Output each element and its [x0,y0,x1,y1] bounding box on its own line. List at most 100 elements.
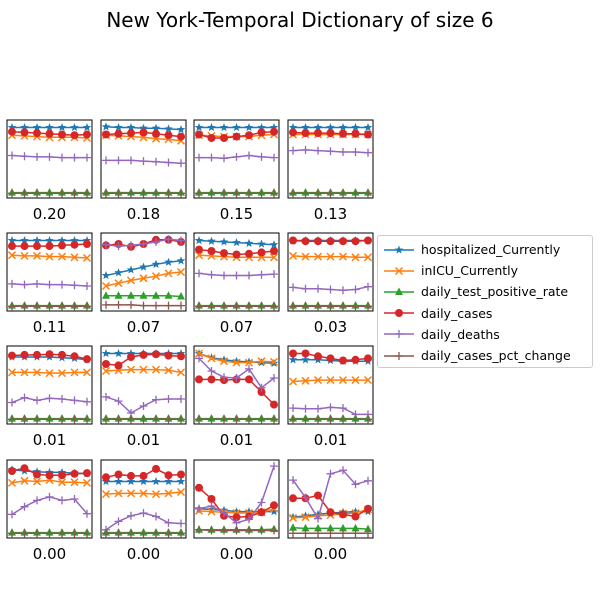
data-point-daily_cases_pct_change [114,529,123,538]
data-point-inICU_Currently [32,477,42,486]
legend-marker [395,287,403,295]
data-point-hospitalized_Currently [288,512,298,521]
data-point-daily_cases_pct_change [326,529,335,538]
data-point-inICU_Currently [257,357,266,366]
data-point-inICU_Currently [301,376,310,385]
data-point-hospitalized_Currently [207,236,216,245]
data-point-inICU_Currently [82,368,92,377]
panel-frame [193,459,280,539]
data-point-hospitalized_Currently [207,353,216,362]
data-point-daily_deaths [127,511,135,520]
legend-swatch [384,309,414,318]
data-point-daily_cases_pct_change [164,301,173,310]
data-point-daily_deaths [70,153,79,162]
data-point-hospitalized_Currently [269,123,279,132]
data-point-inICU_Currently [32,251,42,260]
data-point-daily_cases_pct_change [102,415,110,424]
data-point-daily_deaths [257,270,266,279]
data-point-daily_deaths [232,374,241,382]
data-point-hospitalized_Currently [288,355,298,364]
data-point-daily_deaths [33,152,41,161]
data-point-daily_cases [152,129,160,138]
data-point-daily_deaths [102,240,110,249]
data-point-daily_cases_pct_change [314,189,322,198]
legend-swatch [384,351,414,360]
data-point-daily_cases [245,249,253,258]
data-point-daily_cases [58,130,66,139]
legend-label: hospitalized_Currently [421,242,561,258]
data-point-daily_deaths [364,148,372,157]
data-point-daily_deaths [364,282,372,291]
data-point-daily_cases_pct_change [351,415,360,424]
panel-label: 0.00 [220,545,253,563]
data-point-daily_cases_pct_change [164,189,173,198]
data-point-hospitalized_Currently [219,237,229,246]
data-point-daily_cases_pct_change [20,415,29,424]
data-point-inICU_Currently [288,513,298,522]
data-point-daily_cases_pct_change [70,302,79,311]
data-point-daily_cases_pct_change [270,415,278,424]
data-point-daily_cases_pct_change [245,526,253,535]
legend-label: daily_cases [421,305,493,321]
data-point-daily_cases_pct_change [339,529,347,538]
data-point-inICU_Currently [70,478,79,487]
data-point-hospitalized_Currently [20,236,29,245]
data-point-inICU_Currently [45,252,54,261]
data-point-inICU_Currently [82,253,92,263]
data-point-daily_cases_pct_change [102,300,110,309]
data-point-daily_cases_pct_change [364,529,372,538]
data-point-daily_deaths [139,509,148,517]
data-point-daily_cases [177,352,185,361]
data-point-daily_deaths [114,156,123,165]
data-point-daily_cases [20,242,29,251]
data-point-daily_deaths [20,502,29,511]
panel-label: 0.07 [220,318,253,336]
data-point-hospitalized_Currently [244,507,254,516]
panel-12: 0.01 [287,345,374,449]
data-point-daily_deaths [257,383,266,392]
data-point-hospitalized_Currently [244,238,254,247]
panel-plot-area [194,349,279,424]
data-point-daily_cases [270,127,278,136]
panel-label: 0.15 [220,205,253,223]
legend-item-hospitalized_Currently: hospitalized_Currently [378,239,592,260]
data-point-daily_cases_pct_change [127,300,135,309]
data-point-daily_cases_pct_change [207,415,216,424]
panel-plot-area [7,350,92,424]
panel-frame [287,459,374,539]
data-point-daily_cases_pct_change [220,526,228,535]
data-point-daily_cases_pct_change [164,415,173,424]
data-point-daily_deaths [301,493,310,502]
data-point-daily_cases [364,354,372,363]
data-point-daily_cases [83,355,91,364]
data-point-daily_cases_pct_change [195,415,203,424]
data-point-inICU_Currently [363,253,373,262]
data-point-inICU_Currently [219,357,229,366]
data-point-daily_cases_pct_change [207,189,216,198]
data-point-inICU_Currently [351,253,360,262]
data-point-daily_cases [70,240,79,249]
data-point-inICU_Currently [70,368,79,377]
panel-8: 0.03 [287,232,374,336]
data-point-daily_deaths [152,512,160,521]
panel-label: 0.07 [127,318,160,336]
data-point-daily_deaths [289,476,297,485]
data-point-inICU_Currently [164,366,173,375]
data-point-daily_cases_pct_change [70,189,79,198]
data-point-hospitalized_Currently [338,123,348,132]
data-point-daily_cases [339,237,347,246]
data-point-daily_cases_pct_change [177,301,185,310]
data-point-daily_cases_pct_change [207,526,216,535]
panel-4: 0.13 [287,119,374,223]
data-point-daily_cases [58,471,66,480]
data-point-daily_cases [114,361,123,370]
data-point-daily_deaths [301,145,310,154]
chart-title: New York-Temporal Dictionary of size 6 [106,8,494,32]
data-point-daily_deaths [152,157,160,166]
data-point-daily_deaths [102,392,110,401]
data-point-daily_cases [314,491,322,500]
data-point-daily_deaths [326,147,335,156]
panel-frame [193,345,280,425]
data-point-daily_cases_pct_change [164,529,173,538]
data-point-daily_cases [102,360,110,368]
